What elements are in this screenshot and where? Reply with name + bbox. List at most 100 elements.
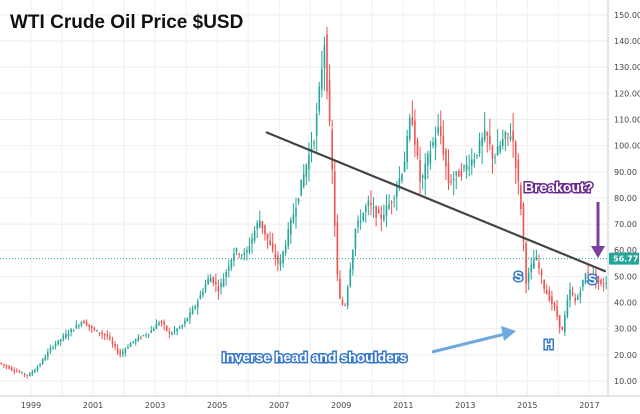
candle-body	[308, 154, 310, 170]
candle-body	[70, 329, 72, 333]
candle-body	[114, 344, 116, 347]
candle-body	[416, 140, 419, 156]
y-tick-label: 130.00	[614, 63, 640, 72]
candle-body	[437, 127, 439, 134]
candle-body	[0, 362, 3, 364]
candle-body	[163, 321, 165, 326]
candle-body	[134, 339, 137, 343]
candle-body	[256, 222, 259, 229]
candle-body	[80, 322, 83, 326]
candle-body	[344, 304, 346, 306]
y-tick-label: 50.00	[614, 272, 637, 281]
candle-body	[362, 213, 364, 221]
candle-body	[233, 253, 235, 261]
candle-body	[10, 367, 13, 370]
candle-body	[145, 334, 147, 336]
candle-body	[346, 286, 349, 306]
candle-body	[398, 178, 401, 186]
candle-body	[235, 248, 238, 252]
trendline	[265, 131, 606, 273]
candle-body	[370, 203, 372, 205]
candle-body	[584, 273, 587, 284]
candle-body	[579, 291, 582, 297]
candle-body	[140, 337, 142, 339]
annotation-inverse-head-shoulders: Inverse head and shoulders	[222, 349, 407, 365]
candle-body	[491, 146, 494, 159]
candle-body	[587, 272, 589, 274]
candle-body	[478, 140, 481, 154]
candle-body	[54, 343, 57, 347]
candle-body	[119, 351, 122, 355]
candle-body	[499, 145, 502, 152]
candle-body	[16, 371, 18, 373]
candle-body	[605, 282, 607, 284]
candle-body	[158, 322, 160, 325]
candle-body	[36, 366, 39, 371]
x-tick-label: 2005	[207, 401, 227, 410]
candle-body	[468, 167, 470, 169]
candle-body	[305, 164, 308, 177]
candle-body	[566, 299, 569, 317]
candle-body	[401, 174, 403, 181]
candle-body	[173, 330, 176, 332]
candle-body	[551, 296, 553, 305]
candle-body	[520, 185, 522, 210]
candle-body	[442, 135, 445, 156]
candle-body	[388, 203, 390, 209]
candle-body	[72, 329, 75, 332]
x-tick-label: 2007	[269, 401, 289, 410]
y-tick-label: 150.00	[614, 11, 640, 20]
y-tick-label: 100.00	[614, 142, 640, 151]
y-tick-label: 60.00	[614, 246, 637, 255]
candle-body	[85, 321, 88, 326]
candle-body	[465, 164, 468, 171]
y-tick-label: 140.00	[614, 37, 640, 46]
candle-body	[212, 277, 215, 284]
candle-body	[470, 159, 473, 166]
candle-body	[318, 86, 321, 112]
candle-body	[512, 130, 514, 142]
y-tick-label: 70.00	[614, 220, 637, 229]
candle-body	[574, 297, 576, 302]
candle-body	[103, 333, 106, 336]
candle-body	[49, 347, 52, 352]
candle-body	[184, 320, 186, 325]
x-tick-label: 2011	[393, 401, 413, 410]
candle-body	[507, 133, 509, 135]
y-tick-label: 20.00	[614, 351, 637, 360]
candle-body	[504, 132, 507, 140]
candle-body	[47, 351, 49, 357]
x-tick-label: 2001	[83, 401, 103, 410]
candle-body	[489, 135, 491, 145]
candle-body	[284, 245, 287, 254]
candle-body	[202, 291, 204, 296]
candle-body	[258, 220, 261, 228]
candle-body	[393, 197, 396, 199]
y-tick-label: 110.00	[614, 115, 640, 124]
candle-body	[124, 349, 127, 353]
x-tick-label: 2009	[331, 401, 351, 410]
candle-body	[41, 359, 44, 364]
x-tick-label: 2017	[579, 401, 599, 410]
candle-body	[282, 251, 284, 264]
annotation-left-shoulder: S	[514, 269, 523, 284]
candle-body	[264, 225, 266, 235]
candle-body	[408, 118, 411, 140]
candle-body	[396, 187, 398, 197]
breakout-arrow-head	[591, 246, 605, 258]
candle-body	[8, 366, 10, 369]
ihs-arrow-head	[501, 326, 516, 341]
candle-body	[266, 233, 269, 240]
candle-body	[186, 318, 189, 322]
candle-body	[132, 341, 134, 343]
candle-body	[28, 373, 31, 376]
candle-body	[385, 205, 388, 216]
candle-body	[481, 137, 483, 146]
candle-body	[486, 132, 489, 136]
candle-body	[155, 324, 158, 330]
candle-body	[424, 163, 427, 180]
candle-body	[558, 315, 561, 328]
